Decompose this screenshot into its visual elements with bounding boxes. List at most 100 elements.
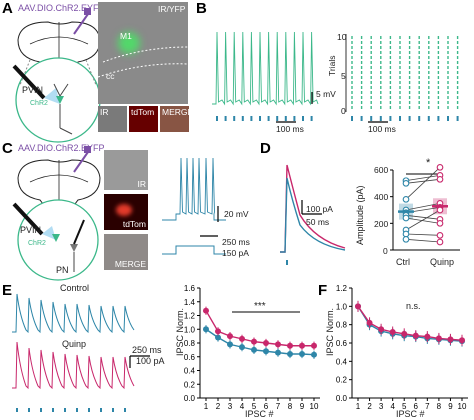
panel-f-line-0 [357, 305, 463, 342]
panel-a-ir-img: IR [98, 106, 127, 132]
panel-b-stim-tick [310, 116, 313, 121]
panel-d-ytick-0: 0 [383, 246, 388, 256]
panel-c-ir-img: IR [104, 150, 148, 190]
panel-a-cc: cc [106, 71, 115, 81]
panel-b-stim-tick [216, 116, 218, 121]
panel-d-ytick-200: 200 [374, 219, 389, 229]
panel-d-point-ctrl [402, 235, 410, 243]
panel-d-point-ctrl [402, 179, 410, 187]
panel-d-pair-line [405, 238, 441, 243]
panel-e-point [251, 346, 257, 353]
panel-b-raster-stim [351, 116, 353, 121]
panel-c-scale-ms: 250 ms [222, 237, 250, 247]
panel-d-ytick-600: 600 [374, 165, 389, 175]
panel-c-spike-trace [162, 157, 226, 221]
panel-b-stim-tick [233, 116, 236, 121]
panel-f-ytick-label: 0.2 [336, 376, 348, 385]
panel-d-point-quinp [436, 219, 444, 227]
panel-e-point [299, 351, 305, 357]
panel-e-xtick-label: 8 [288, 402, 293, 411]
panel-f-xtick-label: 5 [402, 402, 407, 411]
panel-b-raster-stim [379, 116, 382, 121]
panel-b-stim-tick [250, 116, 253, 121]
panel-d-pair-line [405, 174, 441, 182]
panel-c-pn: PN [56, 265, 69, 275]
panel-b-stim-tick [259, 116, 261, 121]
panel-e-ytick-label: 0.4 [184, 367, 196, 376]
panel-b-tick-0: 0 [341, 106, 346, 116]
panel-d-point-ctrl [402, 214, 410, 222]
panel-e-point [227, 333, 233, 340]
panel-a-merge-img: MERGE [160, 106, 193, 132]
panel-d-pair-line [405, 202, 441, 211]
panel-e-stim-tick [64, 408, 66, 412]
panel-e-line-0 [205, 328, 315, 356]
panel-b-raster-stim [389, 116, 392, 121]
panel-e-point [251, 338, 257, 345]
panel-e-point [263, 348, 269, 355]
panel-a-ir-yfp: IR/YFP [158, 4, 186, 14]
panel-e-xtick-label: 1 [204, 402, 209, 411]
panel-f-point [459, 337, 465, 344]
panel-a-yfp-spot [118, 32, 140, 54]
panel-f-point [435, 335, 442, 342]
panel-b-raster-stim [418, 116, 421, 121]
panel-e-ytick-label: 1.0 [184, 325, 196, 334]
panel-a-m1: M1 [120, 31, 132, 41]
panel-f-ylabel: IPSC Norm. [325, 307, 335, 356]
panel-d-stim [286, 260, 288, 265]
panel-e-sig: *** [254, 301, 266, 312]
panel-e-xtick-label: 7 [276, 402, 281, 411]
panel-e-line-1 [205, 310, 314, 347]
panel-d-scale-ms: 50 ms [306, 217, 330, 227]
panel-a-pvin: PVIN [22, 85, 44, 95]
panel-d-point-quinp [436, 238, 444, 246]
panel-f-ytick-label: 1.0 [336, 302, 348, 311]
panel-d-pair-line [405, 217, 441, 224]
panel-b-stim-tick [284, 116, 287, 121]
panel-e-scale-pa: 100 pA [136, 356, 165, 366]
panel-b-scale-ms: 100 ms [276, 124, 304, 134]
panel-e-stim-tick [40, 408, 42, 412]
panel-f-point [424, 333, 431, 340]
panel-f-xtick-label: 7 [425, 402, 430, 411]
panel-e-point [299, 342, 305, 349]
panel-f-ytick-label: 1.2 [336, 284, 348, 293]
panel-f-point [366, 319, 373, 326]
panel-e-point [287, 351, 293, 357]
panel-e-scale-ms: 250 ms [132, 345, 162, 355]
panel-e-ytick-label: 0.8 [184, 339, 196, 348]
panel-f-ytick-label: 0.4 [336, 357, 348, 366]
panel-f-point [401, 330, 408, 337]
panel-b-raster-stim [370, 116, 373, 121]
panel-e-point [239, 335, 245, 342]
panel-b-raster-stim [360, 116, 363, 121]
panel-e-stim-tick [100, 408, 102, 412]
panel-b-spike-trace [212, 31, 319, 106]
panel-e-point [203, 307, 209, 314]
panel-e-point [215, 334, 221, 341]
panel-e-stim-tick [16, 408, 18, 412]
panel-d-trace-ctrl [280, 177, 346, 253]
panel-f-ytick-label: 0.6 [336, 339, 348, 348]
panel-e-point [263, 340, 269, 346]
panel-f-xtick-label: 2 [367, 402, 372, 411]
panel-e-ytick-label: 0.0 [184, 394, 196, 403]
panel-b-tick-5: 5 [341, 71, 346, 81]
panel-e-ytick-label: 1.4 [184, 298, 196, 307]
panel-e-stim-tick [112, 408, 114, 412]
panel-b-stim-tick [293, 116, 296, 121]
panel-c-scale-mv: 20 mV [224, 209, 249, 219]
panel-e-ytick-label: 0.2 [184, 380, 196, 389]
panel-f-point [389, 329, 396, 335]
panel-e-ytick-label: 1.6 [184, 284, 196, 293]
panel-c-virus: AAV.DIO.ChR2.EYFP [18, 143, 105, 153]
panel-e-stim-tick [88, 408, 90, 412]
panel-f-xtick-label: 4 [390, 402, 395, 411]
